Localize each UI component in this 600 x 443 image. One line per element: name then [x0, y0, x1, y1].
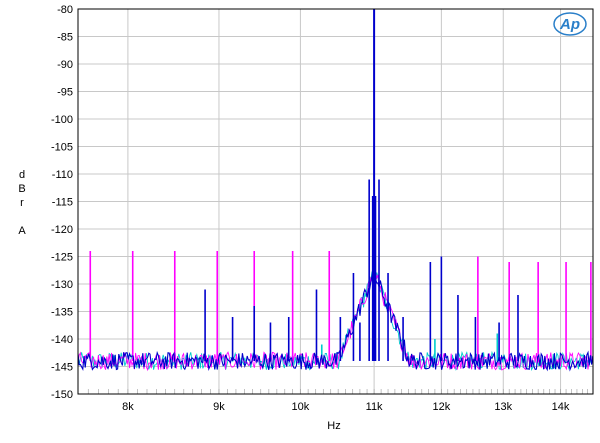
y-tick-label: -100 — [51, 114, 73, 126]
trace-noise-floor — [77, 266, 594, 372]
x-tick-label: 11k — [366, 401, 383, 413]
y-axis-title-letter: A — [18, 225, 26, 237]
x-tick-label: 8k — [122, 401, 134, 413]
y-axis-title-letter: r — [20, 197, 24, 209]
y-tick-label: -85 — [57, 32, 73, 44]
y-axis-title-letter: B — [18, 183, 25, 195]
y-tick-label: -145 — [51, 362, 73, 374]
y-tick-label: -105 — [51, 142, 73, 154]
y-tick-label: -120 — [51, 224, 73, 236]
y-tick-label: -130 — [51, 279, 73, 291]
x-tick-label: 9k — [213, 401, 225, 413]
x-tick-label: 10k — [292, 401, 310, 413]
minor-ticks — [87, 389, 594, 394]
y-tick-label: -80 — [57, 4, 73, 16]
svg-text:Ap: Ap — [559, 16, 580, 33]
plot-frame — [77, 8, 594, 395]
y-axis-title: dBr A — [18, 169, 26, 237]
y-tick-label: -90 — [57, 59, 73, 71]
y-tick-label: -95 — [57, 87, 73, 99]
traces — [77, 9, 594, 372]
y-tick-label: -110 — [52, 169, 73, 181]
y-tick-label: -125 — [51, 252, 73, 264]
x-tick-label: 13k — [494, 401, 512, 413]
ap-logo: Ap — [553, 12, 587, 36]
y-tick-label: -140 — [51, 334, 73, 346]
x-tick-label: 12k — [433, 401, 451, 413]
x-axis-title: Hz — [327, 420, 340, 432]
x-axis-tick-labels: 8k 9k 10k 11k 12k 13k 14k — [122, 401, 570, 413]
y-axis-title-letter: d — [19, 169, 25, 181]
y-tick-label: -115 — [52, 197, 73, 209]
y-tick-label: -135 — [51, 307, 73, 319]
y-tick-label: -150 — [51, 389, 73, 401]
x-tick-label: 14k — [552, 401, 570, 413]
y-axis-tick-labels: -80 -85 -90 -95 -100 -105 -110 -115 -120 -125 -130… — [51, 4, 73, 401]
